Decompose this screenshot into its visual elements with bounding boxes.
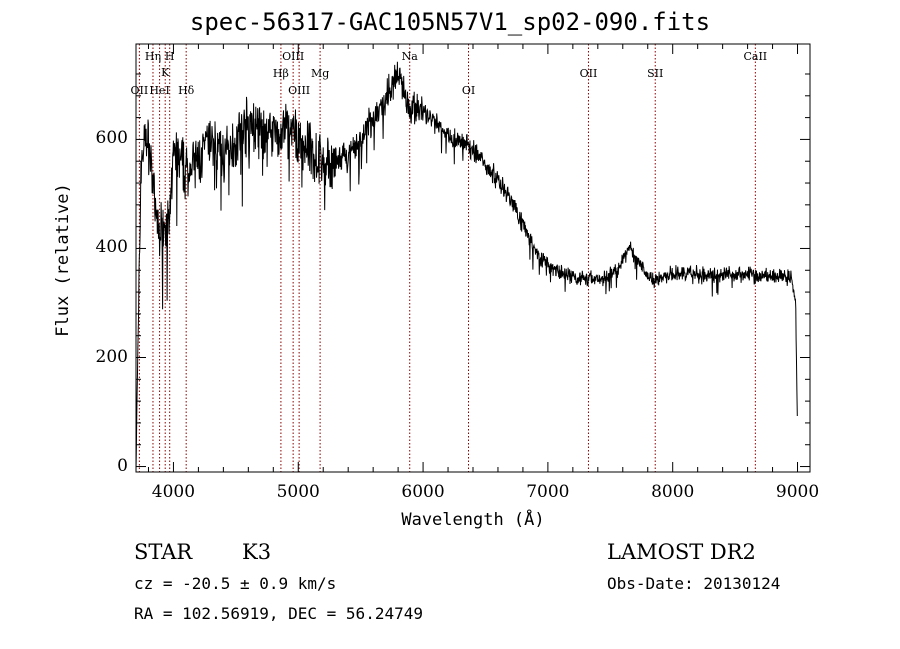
redshift-value: cz = -20.5 ± 0.9 km/s: [134, 574, 337, 593]
line-marker-label: OIII: [288, 84, 311, 97]
observation-date: Obs-Date: 20130124: [607, 574, 781, 593]
line-markers: [138, 44, 756, 472]
x-tick-label: 7000: [526, 482, 570, 502]
x-axis-label: Wavelength (Å): [401, 510, 545, 530]
line-marker-label: K: [161, 66, 170, 79]
chart-title: spec-56317-GAC105N57V1_sp02-090.fits: [189, 8, 711, 36]
x-tick-label: 8000: [651, 482, 695, 502]
plot-frame: [135, 43, 811, 473]
object-subclass: K3: [242, 540, 272, 564]
survey-name: LAMOST DR2: [607, 540, 756, 564]
y-tick-label: 600: [95, 128, 128, 149]
line-marker-label: Hδ: [178, 84, 195, 97]
line-marker-label: SII: [647, 67, 664, 80]
y-tick-label: 0: [117, 455, 128, 476]
line-marker-label: CaII: [743, 50, 768, 63]
line-marker-label: OIII: [282, 50, 305, 63]
coordinates: RA = 102.56919, DEC = 56.24749: [134, 604, 423, 623]
y-tick-label: 200: [95, 346, 128, 367]
axis-ticks: [136, 44, 810, 472]
line-marker-label: OII: [130, 84, 149, 97]
x-tick-label: 4000: [151, 482, 196, 502]
line-marker-label: OII: [579, 67, 598, 80]
x-tick-label: 6000: [401, 482, 445, 502]
line-marker-label: OI: [461, 84, 476, 97]
line-marker-label: Hη: [144, 50, 162, 63]
x-tick-label: 5000: [276, 482, 320, 502]
y-axis-label: Flux (relative): [53, 183, 73, 337]
y-tick-label: 400: [95, 237, 128, 258]
line-marker-label: Hβ: [272, 67, 289, 80]
x-tick-label: 9000: [775, 482, 820, 502]
line-marker-label: Na: [401, 50, 418, 63]
object-class: STAR: [134, 540, 193, 564]
line-marker-label: Mg: [310, 67, 330, 80]
line-marker-label: HeI: [149, 84, 170, 97]
line-marker-label: H: [164, 50, 175, 63]
spectrum-series-line: [135, 61, 798, 472]
